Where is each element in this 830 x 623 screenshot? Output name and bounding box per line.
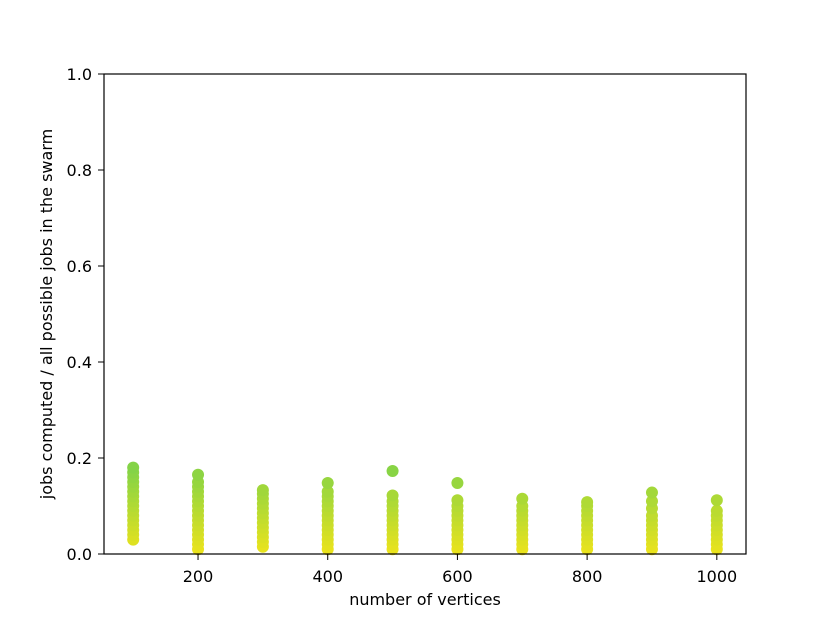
x-tick-label: 800 bbox=[572, 567, 603, 586]
data-point bbox=[256, 484, 269, 497]
data-point bbox=[451, 476, 464, 489]
data-point bbox=[386, 489, 399, 502]
data-points bbox=[127, 461, 723, 556]
data-point bbox=[516, 492, 529, 505]
x-tick-label: 600 bbox=[442, 567, 473, 586]
data-point bbox=[581, 496, 594, 509]
data-point bbox=[451, 494, 464, 507]
x-tick-label: 200 bbox=[183, 567, 214, 586]
data-point bbox=[645, 486, 658, 499]
data-point bbox=[321, 485, 334, 498]
x-axis: 200 400 600 800 1000 bbox=[183, 554, 737, 586]
data-point bbox=[710, 504, 723, 517]
x-tick-label: 400 bbox=[312, 567, 343, 586]
y-tick-label: 0.4 bbox=[67, 353, 92, 372]
data-point bbox=[321, 476, 334, 489]
y-tick-label: 0.6 bbox=[67, 257, 92, 276]
y-tick-label: 0.0 bbox=[67, 545, 92, 564]
x-tick-label: 1000 bbox=[696, 567, 737, 586]
data-point bbox=[192, 468, 205, 481]
y-axis-label: jobs computed / all possible jobs in the… bbox=[37, 129, 56, 500]
plot-area-frame bbox=[103, 73, 747, 555]
data-point bbox=[127, 461, 140, 474]
data-point bbox=[710, 494, 723, 507]
data-point bbox=[386, 464, 399, 477]
y-tick-label: 0.8 bbox=[67, 161, 92, 180]
data-point bbox=[645, 495, 658, 508]
y-axis: 0.0 0.2 0.4 0.6 0.8 1.0 bbox=[67, 65, 104, 564]
x-axis-label: number of vertices bbox=[349, 590, 501, 609]
y-tick-label: 1.0 bbox=[67, 65, 92, 84]
y-tick-label: 0.2 bbox=[67, 449, 92, 468]
